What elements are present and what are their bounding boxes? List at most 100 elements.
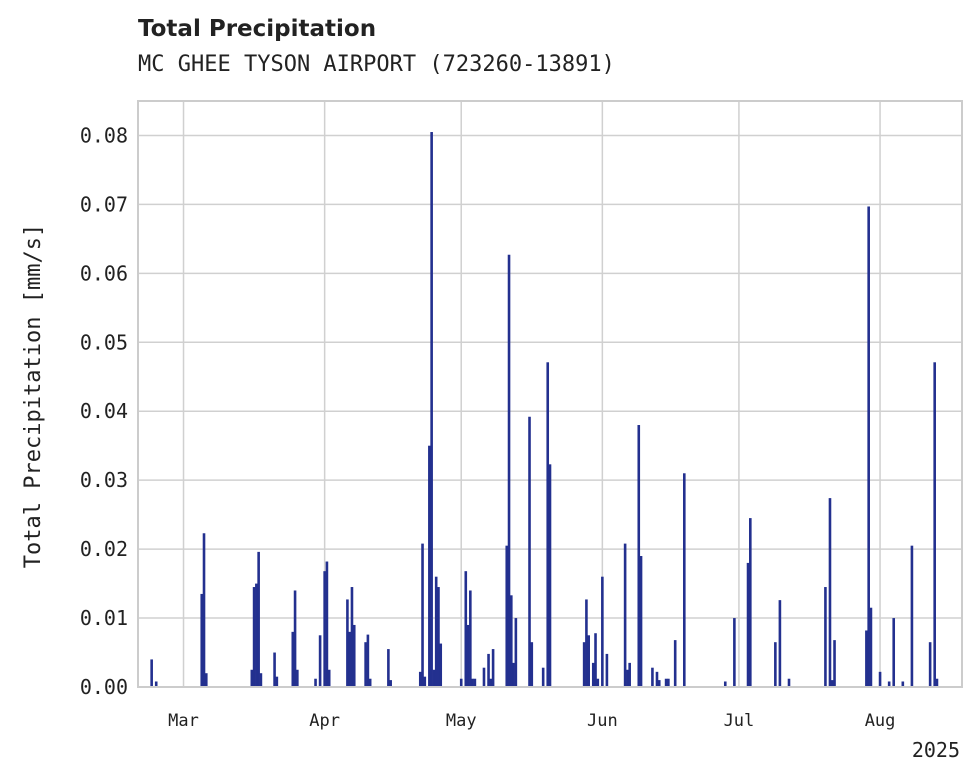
precip-bar-73 <box>657 680 661 687</box>
precip-bar-18 <box>325 561 329 687</box>
precip-bar-84 <box>787 678 791 687</box>
chart-title: Total Precipitation <box>138 16 377 42</box>
precip-bar-66 <box>623 543 627 687</box>
precip-bar-49 <box>507 254 511 687</box>
x-axis-year-label: 2025 <box>912 738 960 762</box>
x-tick-label: May <box>446 711 477 731</box>
precip-bar-13 <box>293 590 297 687</box>
precip-bar-11 <box>275 676 279 687</box>
precip-bar-45 <box>487 653 490 687</box>
precip-bar-43 <box>473 678 477 687</box>
x-tick-label: Aug <box>865 711 896 731</box>
precip-bar-34 <box>432 669 436 687</box>
precip-bar-90 <box>867 206 870 688</box>
precip-bar-71 <box>651 667 654 687</box>
plot-frame <box>137 100 963 688</box>
precip-bar-15 <box>314 678 317 687</box>
precip-bar-72 <box>655 671 659 687</box>
precip-bar-54 <box>530 642 534 687</box>
precip-bar-35 <box>434 576 438 687</box>
precip-bar-36 <box>437 587 440 687</box>
y-tick-label: 0.07 <box>80 192 128 216</box>
precip-bar-30 <box>421 543 424 687</box>
precip-bar-39 <box>464 571 468 687</box>
y-tick-label: 0.00 <box>80 675 128 699</box>
precip-bar-17 <box>323 571 326 687</box>
precip-bar-31 <box>423 676 427 687</box>
precip-bar-14 <box>296 669 299 687</box>
precip-bar-32 <box>428 445 431 687</box>
precip-bar-61 <box>591 662 595 687</box>
precip-bar-27 <box>387 649 390 687</box>
bar-series <box>150 132 939 688</box>
precip-bar-2 <box>200 593 204 687</box>
x-axis-ticks: Mar Apr May Jun Jul Aug <box>168 711 895 731</box>
precip-bar-28 <box>389 680 392 687</box>
precip-bar-8 <box>257 551 260 687</box>
x-tick-label: Mar <box>168 711 199 731</box>
precip-bar-48 <box>505 545 509 687</box>
precip-bar-21 <box>348 631 351 687</box>
precip-bar-10 <box>273 652 276 687</box>
precip-bar-46 <box>489 678 493 687</box>
precip-bar-47 <box>491 649 495 687</box>
precip-bar-69 <box>637 425 641 687</box>
precip-bar-79 <box>733 618 736 687</box>
precip-bar-3 <box>202 533 206 687</box>
precip-bar-78 <box>723 681 727 687</box>
y-axis-ticks: 0.00 0.01 0.02 0.03 0.04 0.05 0.06 0.07 0.08 <box>80 123 128 699</box>
precip-bar-81 <box>749 518 752 687</box>
precip-bar-1 <box>154 681 158 687</box>
y-tick-label: 0.08 <box>80 123 128 147</box>
precip-bar-96 <box>910 545 914 687</box>
precip-bar-89 <box>865 630 868 687</box>
precip-bar-33 <box>430 132 433 687</box>
x-tick-label: Jun <box>587 711 618 731</box>
precip-bar-74 <box>664 678 668 687</box>
precip-bar-24 <box>364 642 367 687</box>
precip-bar-25 <box>366 634 370 687</box>
precip-bar-0 <box>150 659 153 687</box>
precip-bar-95 <box>901 681 905 687</box>
precip-bar-38 <box>459 678 463 687</box>
precip-bar-80 <box>746 562 750 687</box>
precip-bar-40 <box>466 624 470 687</box>
precip-bar-94 <box>892 618 896 687</box>
precip-bar-9 <box>259 673 263 687</box>
precip-bar-59 <box>585 599 588 687</box>
y-axis-label: Total Precipitation [mm/s] <box>21 224 46 568</box>
precip-bar-77 <box>682 473 686 687</box>
precip-bar-56 <box>546 362 550 687</box>
precip-bar-97 <box>928 642 932 687</box>
precip-bar-82 <box>774 642 777 687</box>
y-tick-label: 0.01 <box>80 606 128 630</box>
precip-bar-62 <box>594 633 597 687</box>
chart-subtitle: MC GHEE TYSON AIRPORT (723260-13891) <box>138 52 615 77</box>
precip-bar-16 <box>318 635 322 687</box>
precip-bar-12 <box>291 631 295 687</box>
precip-bar-29 <box>418 671 422 687</box>
precip-bar-22 <box>350 587 354 687</box>
precip-bar-41 <box>469 590 472 687</box>
precip-bar-60 <box>587 635 590 687</box>
precip-bar-20 <box>346 599 349 687</box>
precip-bar-55 <box>541 667 545 687</box>
precip-bar-76 <box>673 640 677 687</box>
precip-bar-68 <box>628 662 631 687</box>
grid-lines <box>138 101 962 688</box>
y-tick-label: 0.02 <box>80 537 128 561</box>
precip-bar-44 <box>482 667 486 687</box>
precip-bar-67 <box>626 669 629 687</box>
precip-bar-51 <box>512 662 515 687</box>
y-tick-label: 0.06 <box>80 261 128 285</box>
precip-bar-53 <box>528 416 531 687</box>
y-tick-label: 0.04 <box>80 399 128 423</box>
precip-bar-88 <box>833 640 836 687</box>
precip-bar-7 <box>255 583 258 687</box>
precip-bar-83 <box>778 600 782 687</box>
precip-bar-93 <box>887 681 891 687</box>
precip-bar-86 <box>828 498 832 687</box>
precip-bar-19 <box>327 669 331 687</box>
precip-bar-4 <box>204 673 208 687</box>
